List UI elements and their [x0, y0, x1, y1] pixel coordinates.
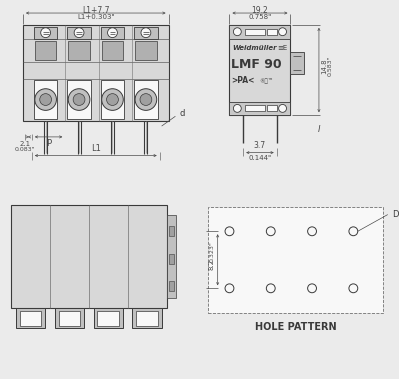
Circle shape [140, 94, 152, 105]
Bar [20, 311, 41, 326]
Circle shape [225, 284, 234, 293]
Bar [135, 41, 157, 60]
Text: >PA<: >PA< [231, 76, 255, 85]
Bar [229, 102, 290, 115]
Text: 0.583": 0.583" [327, 56, 332, 77]
Bar [132, 308, 162, 327]
Circle shape [267, 284, 275, 293]
Circle shape [349, 227, 358, 236]
Bar [168, 282, 174, 291]
Circle shape [35, 89, 56, 110]
Text: 19.2: 19.2 [252, 6, 268, 14]
Circle shape [74, 28, 84, 38]
Bar [55, 308, 84, 327]
Text: 0.144": 0.144" [249, 155, 271, 161]
Circle shape [233, 105, 241, 112]
Bar [134, 27, 158, 39]
Text: ®Ⓛ™: ®Ⓛ™ [260, 78, 274, 84]
Text: D: D [392, 210, 398, 219]
Circle shape [107, 94, 119, 105]
Circle shape [267, 227, 275, 236]
Circle shape [68, 89, 90, 110]
Text: d: d [179, 109, 185, 118]
Text: 0.758": 0.758" [248, 14, 272, 20]
Circle shape [135, 89, 157, 110]
Circle shape [141, 28, 151, 38]
Bar [68, 41, 90, 60]
Bar [168, 226, 174, 236]
Bar [267, 105, 277, 111]
Circle shape [73, 94, 85, 105]
Text: L1+0.303": L1+0.303" [77, 14, 115, 20]
Bar [11, 205, 166, 308]
Circle shape [225, 227, 234, 236]
Bar [166, 215, 176, 298]
Bar [34, 80, 57, 119]
Text: 0.083": 0.083" [15, 147, 35, 152]
Bar [229, 25, 290, 115]
Bar [97, 311, 119, 326]
Bar [102, 41, 123, 60]
Bar [290, 52, 304, 74]
Bar [208, 207, 383, 313]
Bar [245, 29, 265, 34]
Bar [93, 308, 123, 327]
Circle shape [279, 105, 286, 112]
Circle shape [41, 28, 51, 38]
Circle shape [349, 284, 358, 293]
Bar [16, 308, 45, 327]
Circle shape [102, 89, 123, 110]
Circle shape [308, 284, 316, 293]
Text: ≡E: ≡E [277, 45, 288, 52]
Text: L1+7.7: L1+7.7 [82, 6, 109, 14]
Text: L1: L1 [91, 144, 101, 153]
Circle shape [108, 28, 117, 38]
Bar [101, 27, 124, 39]
Text: 3.7: 3.7 [254, 141, 266, 150]
Text: 2.1: 2.1 [20, 141, 31, 147]
Bar [168, 254, 174, 264]
Text: l: l [318, 125, 320, 133]
Bar [67, 80, 91, 119]
Bar [229, 25, 290, 39]
Bar [134, 80, 158, 119]
Circle shape [279, 28, 286, 36]
Text: LMF 90: LMF 90 [231, 58, 281, 70]
Bar [101, 80, 124, 119]
Text: Weidmüller: Weidmüller [233, 45, 277, 52]
Text: 0.323": 0.323" [209, 241, 214, 262]
Bar [23, 25, 168, 121]
Text: 8.2: 8.2 [209, 259, 215, 270]
Bar [136, 311, 158, 326]
Text: 14.8: 14.8 [321, 58, 327, 74]
Circle shape [233, 28, 241, 36]
Bar [245, 105, 265, 111]
Bar [267, 29, 277, 34]
Bar [67, 27, 91, 39]
Text: P: P [46, 139, 51, 148]
Bar [34, 27, 57, 39]
Text: HOLE PATTERN: HOLE PATTERN [255, 322, 336, 332]
Circle shape [40, 94, 51, 105]
Bar [59, 311, 80, 326]
Circle shape [308, 227, 316, 236]
Bar [35, 41, 56, 60]
